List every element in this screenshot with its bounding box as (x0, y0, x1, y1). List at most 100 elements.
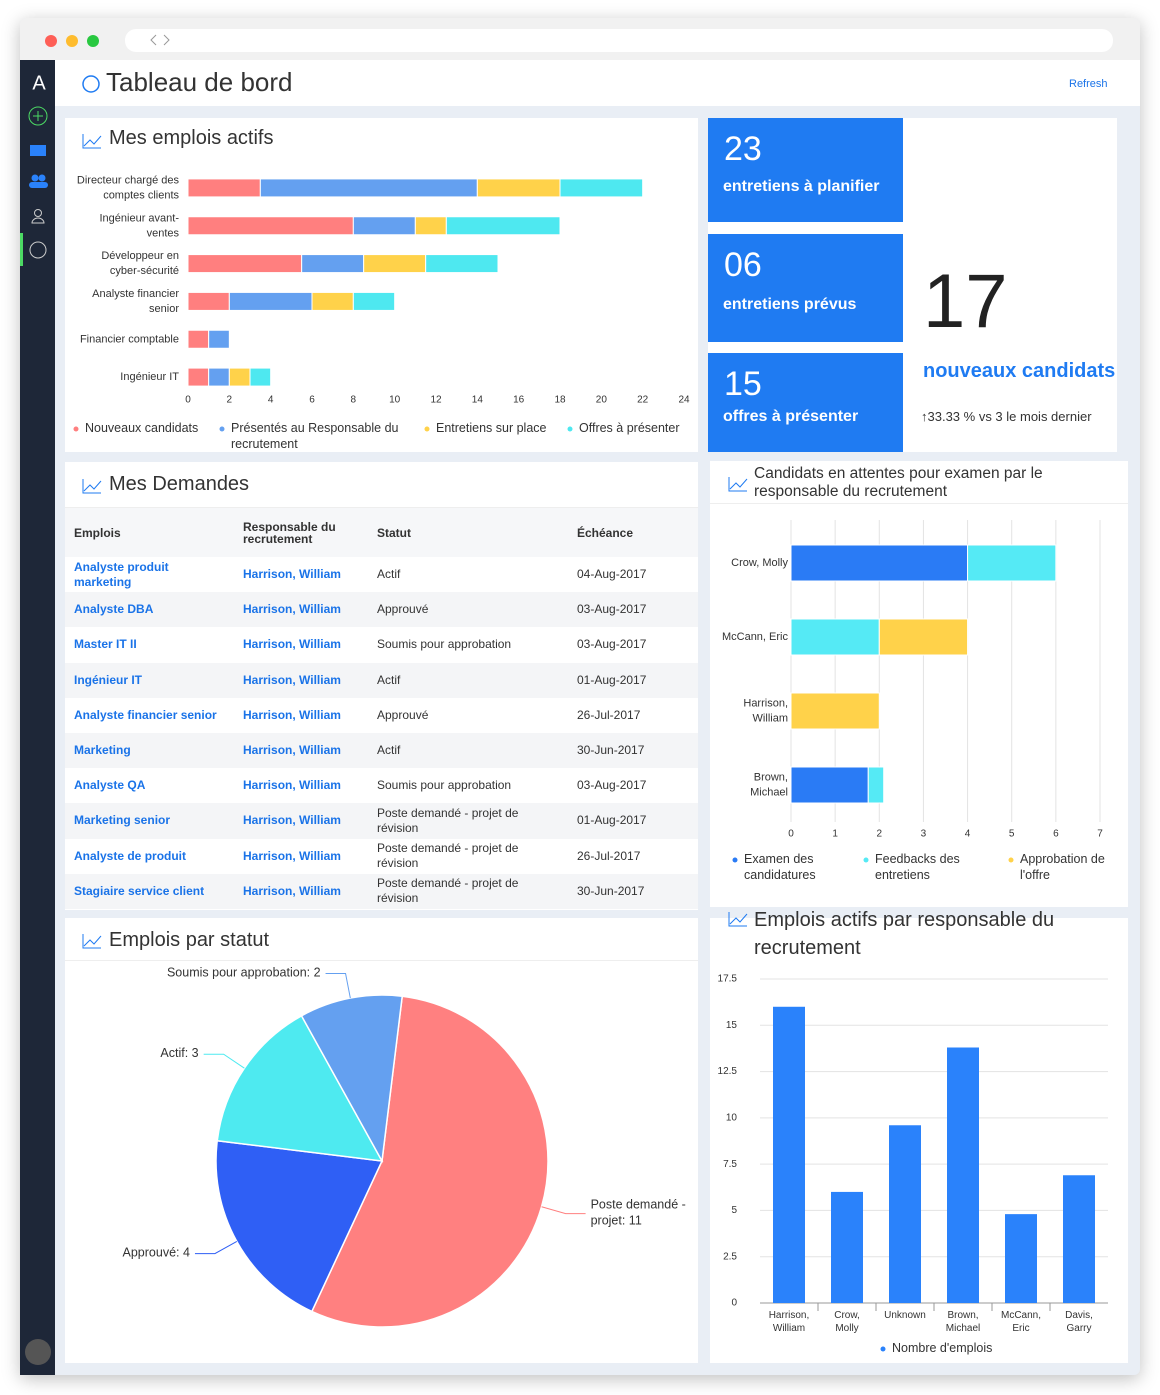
kpi-tile: 15 offres à présenter (708, 353, 903, 452)
table-cell: Actif (368, 662, 568, 698)
table-cell: 03-Aug-2017 (568, 592, 698, 628)
column-header: Statut (368, 508, 568, 557)
table-cell: Master IT II (74, 637, 137, 652)
user-icon (34, 209, 42, 217)
table-cell: Analyste de produit (74, 848, 187, 863)
active-marker (20, 233, 23, 266)
table-cell: 01-Aug-2017 (568, 662, 698, 698)
browser-chrome (20, 18, 1140, 60)
table-cell: 01-Aug-2017 (568, 803, 698, 839)
kpi-panel: 23 entretiens à planifier 06 entretiens … (708, 118, 1117, 452)
pending-panel: Candidats en attentes pour examen par le… (710, 461, 1128, 907)
table-row: Analyste QA Harrison, William Soumis pour … (65, 768, 698, 803)
add-plus (33, 111, 43, 121)
table-cell: 26-Jul-2017 (577, 707, 641, 722)
gauge (82, 75, 100, 93)
add-icon (28, 106, 48, 126)
table-cell: 30-Jun-2017 (568, 873, 698, 909)
panel-title: Mes emplois actifs (109, 127, 274, 149)
table-cell: Soumis pour approbation (377, 637, 512, 652)
max-dot (87, 35, 99, 47)
kpi-tile: 23 entretiens à planifier (708, 118, 903, 222)
table-row: Marketing senior Harrison, William Poste d… (65, 803, 698, 839)
table-cell: Analyste DBA (65, 592, 234, 628)
table-row: Stagiaire service client Harrison, Willia… (65, 873, 698, 909)
table-cell: Harrison, William (243, 848, 341, 863)
requests-panel: Mes Demandes Emplois Responsable du recru… (65, 462, 698, 910)
table-cell: Harrison, William (234, 592, 368, 628)
table-cell: 04-Aug-2017 (577, 567, 647, 582)
page-title: Tableau de bord (106, 67, 293, 97)
table-cell: Ingénieur IT (65, 662, 234, 698)
table-cell: Harrison, William (234, 662, 368, 698)
column-header: Échéance (568, 508, 698, 557)
table-cell: Marketing (65, 732, 234, 769)
table-cell: Harrison, William (234, 873, 368, 909)
chrome-icons (45, 29, 1113, 52)
divider (710, 503, 1128, 504)
sidebar: A (20, 60, 55, 1375)
table-body: Analyste produit marketing Harrison, Will… (65, 557, 698, 909)
sidebar-icons: A (20, 72, 51, 1365)
panel-title: Candidats en attentes pour examen par le… (754, 465, 1043, 500)
panel-title: Mes Demandes (109, 473, 250, 495)
divider (65, 960, 698, 961)
table-row: Analyste produit marketing Harrison, Will… (65, 557, 698, 592)
min-dot (66, 35, 78, 47)
table-cell: 26-Jul-2017 (577, 848, 641, 863)
recruiter-panel: Emplois actifs par responsable du recrut… (710, 909, 1128, 1363)
dashboard-icon (29, 241, 47, 259)
table-cell: Harrison, William (243, 707, 341, 722)
table-cell: Approuvé (368, 592, 568, 628)
table-row: Analyste DBA Harrison, William Approuvé 03-… (65, 592, 698, 628)
table-cell: Marketing senior (65, 803, 234, 839)
active-jobs-panel: Mes emplois actifs (65, 118, 698, 452)
table-cell: Actif (368, 732, 568, 769)
refresh-link[interactable]: Refresh (1069, 78, 1108, 90)
kpi-label: entretiens à planifier (723, 178, 880, 195)
table-cell: Analyste QA (74, 778, 146, 793)
table-cell: Analyste produit marketing (74, 559, 169, 589)
kpi-value: 23 (724, 130, 762, 168)
table-cell: Stagiaire service client (65, 873, 234, 909)
table-row: Analyste financier senior Harrison, Willi… (65, 698, 698, 733)
kpi-value: 15 (724, 365, 762, 403)
table-cell: Approuvé (377, 707, 429, 722)
people-body (29, 182, 48, 188)
column-header: Responsable du recrutement (234, 508, 368, 557)
table-cell: Harrison, William (243, 637, 341, 652)
table-cell: Soumis pour approbation (377, 778, 512, 793)
address-bar (125, 29, 1113, 52)
header-icon (82, 75, 100, 93)
table-cell: Poste demandé - projet de révision (368, 803, 568, 839)
table-cell: Harrison, William (234, 803, 368, 839)
kpi-label: offres à présenter (723, 408, 859, 425)
table-cell: Analyste financier senior (74, 707, 217, 722)
table-cell: 03-Aug-2017 (577, 637, 647, 652)
requests-table: Emplois Responsable du recrutement Statut É… (65, 508, 698, 909)
table-row: Master IT II Harrison, William Soumis pour… (65, 627, 698, 662)
avatar (25, 1339, 51, 1365)
close-dot (45, 35, 57, 47)
table-row: Marketing Harrison, William Actif 30-Jun-20… (65, 732, 698, 769)
table-cell: Actif (377, 567, 401, 582)
table-cell: Harrison, William (243, 778, 341, 793)
highlight-label: nouveaux candidats (923, 360, 1116, 382)
logo: A (32, 72, 46, 94)
table-cell: 30-Jun-2017 (568, 732, 698, 769)
people-icon-2 (38, 174, 46, 182)
nav-arrows (150, 34, 170, 46)
table-cell: 03-Aug-2017 (577, 778, 647, 793)
user-body (31, 217, 45, 224)
table-cell: Harrison, William (234, 732, 368, 769)
table-cell: Harrison, William (243, 567, 341, 582)
table-cell: Poste demandé - projet de révision (368, 873, 568, 909)
highlight-change: ↑33.33 % vs 3 le mois dernier (921, 409, 1092, 424)
status-panel: Emplois par statut (65, 918, 698, 1363)
kpi-value: 06 (724, 246, 762, 284)
divider (65, 507, 698, 508)
kpi-tile: 06 entretiens prévus (708, 234, 903, 342)
people-icon (31, 174, 39, 182)
